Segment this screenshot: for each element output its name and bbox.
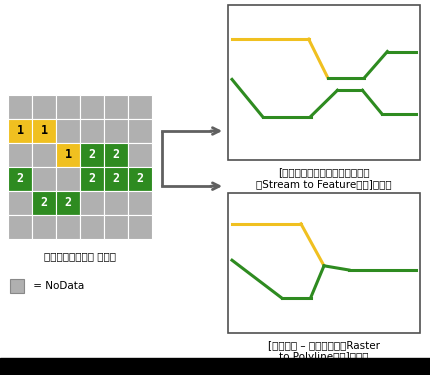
- Text: [河川ラスタをフィーチャに変換: [河川ラスタをフィーチャに変換: [278, 167, 370, 177]
- Bar: [104, 167, 128, 191]
- Text: [ラスター – ポリライン（Raster: [ラスター – ポリライン（Raster: [268, 340, 380, 350]
- Text: 2: 2: [89, 148, 95, 162]
- Bar: [128, 167, 152, 191]
- Bar: [80, 191, 104, 215]
- Text: 2: 2: [112, 148, 120, 162]
- Bar: [32, 215, 56, 239]
- Text: 入力ネットワーク ラスタ: 入力ネットワーク ラスタ: [44, 251, 116, 261]
- Bar: [8, 143, 32, 167]
- Text: = NoData: = NoData: [30, 281, 84, 291]
- Text: 2: 2: [112, 172, 120, 186]
- Bar: [8, 95, 32, 119]
- Text: 1: 1: [64, 148, 71, 162]
- Bar: [228, 5, 420, 160]
- Bar: [56, 167, 80, 191]
- Bar: [104, 143, 128, 167]
- Bar: [104, 119, 128, 143]
- Text: （Stream to Feature）　]の出力: （Stream to Feature） ]の出力: [256, 179, 392, 189]
- Bar: [56, 215, 80, 239]
- Text: 2: 2: [64, 196, 71, 210]
- Text: 2: 2: [16, 172, 24, 186]
- Text: 2: 2: [136, 172, 144, 186]
- Text: to Polyline）　]の出力: to Polyline） ]の出力: [279, 352, 369, 362]
- Bar: [128, 95, 152, 119]
- Bar: [80, 95, 104, 119]
- Bar: [32, 167, 56, 191]
- Bar: [128, 143, 152, 167]
- Bar: [80, 215, 104, 239]
- Bar: [56, 119, 80, 143]
- Bar: [56, 191, 80, 215]
- Bar: [56, 143, 80, 167]
- Text: 2: 2: [40, 196, 48, 210]
- Bar: [80, 143, 104, 167]
- Bar: [8, 191, 32, 215]
- Bar: [8, 215, 32, 239]
- Bar: [80, 119, 104, 143]
- Bar: [32, 191, 56, 215]
- Text: 1: 1: [40, 124, 48, 138]
- Bar: [128, 119, 152, 143]
- Bar: [228, 193, 420, 333]
- Bar: [104, 95, 128, 119]
- Bar: [32, 119, 56, 143]
- Bar: [56, 95, 80, 119]
- Text: 1: 1: [16, 124, 24, 138]
- Bar: [32, 95, 56, 119]
- Bar: [10, 279, 24, 293]
- Bar: [80, 167, 104, 191]
- Bar: [104, 191, 128, 215]
- Text: 2: 2: [89, 172, 95, 186]
- Bar: [8, 119, 32, 143]
- Bar: [0, 358, 430, 375]
- Bar: [128, 191, 152, 215]
- Bar: [8, 167, 32, 191]
- Bar: [32, 143, 56, 167]
- Bar: [128, 215, 152, 239]
- Bar: [104, 215, 128, 239]
